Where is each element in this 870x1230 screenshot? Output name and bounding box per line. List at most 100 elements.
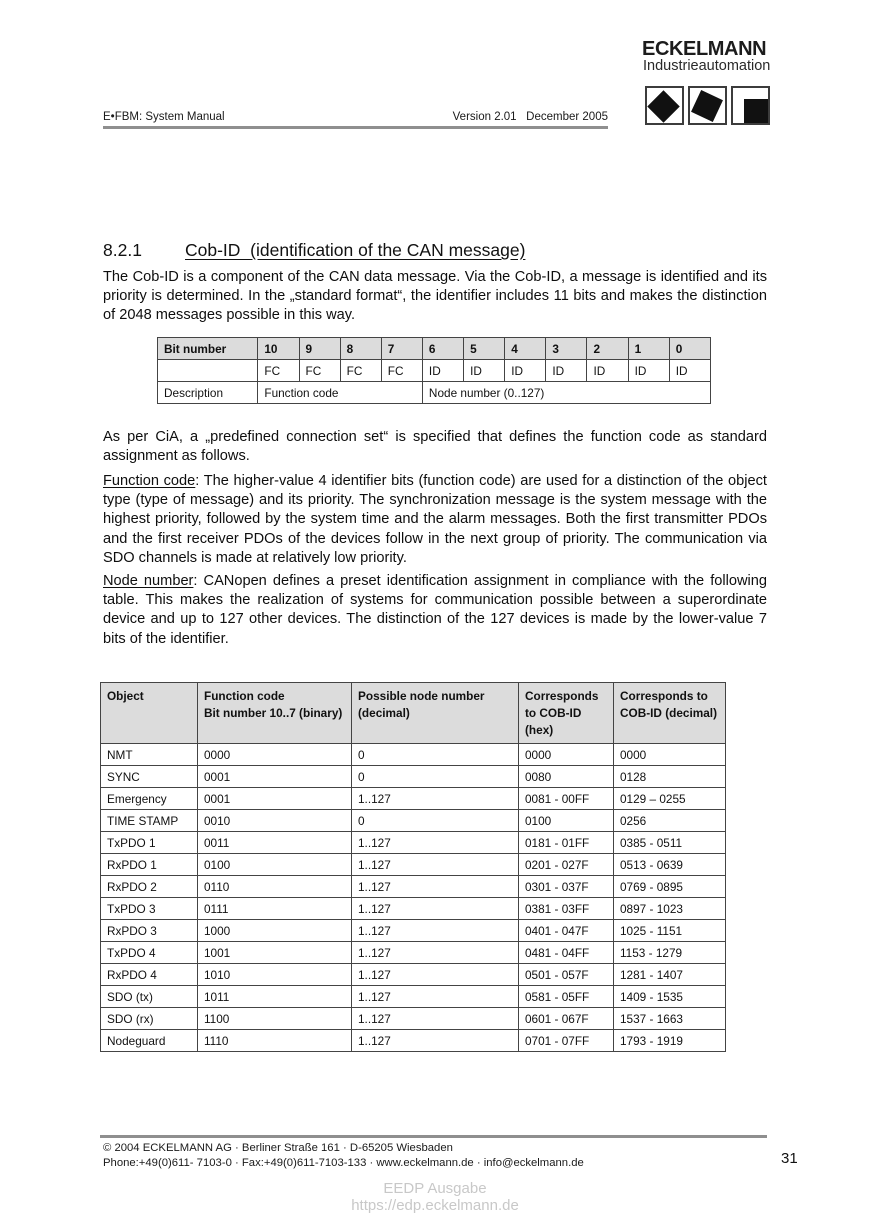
cob-data-cell: 1001 bbox=[197, 941, 352, 964]
function-code-lead: Function code bbox=[103, 473, 196, 489]
cob-data-cell: TxPDO 4 bbox=[100, 941, 198, 964]
table-row: RxPDO 1 0100 1..127 0201 - 027F 0513 - 0639 bbox=[100, 853, 726, 876]
cob-data-cell: 0385 - 0511 bbox=[613, 831, 726, 854]
cob-data-cell: RxPDO 3 bbox=[100, 919, 198, 942]
cob-data-cell: 1153 - 1279 bbox=[613, 941, 726, 964]
logo-subtitle: Industrieautomation bbox=[643, 58, 771, 74]
cob-data-cell: 0481 - 04FF bbox=[518, 941, 614, 964]
cob-data-cell: 0769 - 0895 bbox=[613, 875, 726, 898]
table-row: Nodeguard 1110 1..127 0701 - 07FF 1793 - 191… bbox=[100, 1029, 726, 1052]
cob-data-cell: 1..127 bbox=[351, 919, 519, 942]
node-number-body: : CANopen defines a preset identificatio… bbox=[103, 573, 767, 647]
cob-data-cell: SDO (rx) bbox=[100, 1007, 198, 1030]
bit-table-header-row: Bit number 10 9 8 7 6 5 4 3 2 1 0 bbox=[156, 337, 712, 360]
bit-header-cell: Bit number bbox=[156, 337, 259, 360]
cob-header-cell: Function code Bit number 10..7 (binary) bbox=[197, 682, 352, 744]
paragraph-cobid-intro: The Cob-ID is a component of the CAN dat… bbox=[103, 269, 767, 324]
cob-data-cell: 1281 - 1407 bbox=[613, 963, 726, 986]
bit-header-cell: 10 bbox=[257, 337, 300, 360]
section-heading: 8.2.1 Cob-ID (identification of the CAN … bbox=[103, 240, 525, 261]
cob-data-cell: 0 bbox=[351, 809, 519, 832]
cob-data-cell: 0 bbox=[351, 743, 519, 766]
paragraph-node-number: Node number: CANopen defines a preset id… bbox=[103, 572, 767, 649]
table-row: TxPDO 3 0111 1..127 0381 - 03FF 0897 - 1023 bbox=[100, 897, 726, 920]
cob-data-cell: 1010 bbox=[197, 963, 352, 986]
bit-fcid-cell: ID bbox=[463, 359, 506, 382]
cob-data-cell: 0501 - 057F bbox=[518, 963, 614, 986]
function-code-cell: Function code bbox=[257, 381, 423, 404]
cob-data-cell: 1409 - 1535 bbox=[613, 985, 726, 1008]
header-version-date: Version 2.01 December 2005 bbox=[452, 111, 608, 123]
bit-header-cell: 4 bbox=[504, 337, 547, 360]
cob-data-cell: 1..127 bbox=[351, 985, 519, 1008]
cob-data-cell: 0111 bbox=[197, 897, 352, 920]
cob-data-cell: 1110 bbox=[197, 1029, 352, 1052]
cob-data-cell: 1..127 bbox=[351, 853, 519, 876]
cob-data-cell: 0000 bbox=[613, 743, 726, 766]
cob-data-cell: 0100 bbox=[518, 809, 614, 832]
section-title: Cob-ID (identification of the CAN messag… bbox=[185, 240, 526, 260]
table-row: RxPDO 3 1000 1..127 0401 - 047F 1025 - 1151 bbox=[100, 919, 726, 942]
bit-fcid-cell: FC bbox=[257, 359, 300, 382]
cob-data-cell: 0129 – 0255 bbox=[613, 787, 726, 810]
bit-fcid-cell: FC bbox=[380, 359, 423, 382]
cob-data-cell: 0513 - 0639 bbox=[613, 853, 726, 876]
bit-header-cell: 0 bbox=[668, 337, 712, 360]
cob-data-cell: 0110 bbox=[197, 875, 352, 898]
cob-data-cell: 0001 bbox=[197, 765, 352, 788]
bit-header-cell: 3 bbox=[545, 337, 588, 360]
paragraph-cia: As per CiA, a „predefined connection set… bbox=[103, 429, 767, 465]
table-row: SDO (tx) 1011 1..127 0581 - 05FF 1409 - 1535 bbox=[100, 985, 726, 1008]
bit-header-cell: 7 bbox=[380, 337, 423, 360]
watermark-line2: https://edp.eckelmann.de bbox=[351, 1197, 519, 1214]
cob-data-cell: 1..127 bbox=[351, 1007, 519, 1030]
cob-data-cell: 0080 bbox=[518, 765, 614, 788]
cob-header-cell: Corresponds to COB-ID (decimal) bbox=[613, 682, 726, 744]
cob-data-cell: SDO (tx) bbox=[100, 985, 198, 1008]
bit-fcid-cell: FC bbox=[298, 359, 341, 382]
table-row: SDO (rx) 1100 1..127 0601 - 067F 1537 - 1663 bbox=[100, 1007, 726, 1030]
cob-data-cell: 0001 bbox=[197, 787, 352, 810]
cob-data-cell: 1..127 bbox=[351, 897, 519, 920]
table-row: SYNC 0001 0 0080 0128 bbox=[100, 765, 726, 788]
cob-data-cell: 0010 bbox=[197, 809, 352, 832]
running-header: E•FBM: System Manual Version 2.01 Decemb… bbox=[103, 111, 608, 129]
paragraph-function-code: Function code: The higher-value 4 identi… bbox=[103, 472, 767, 568]
bit-header-cell: 2 bbox=[586, 337, 629, 360]
footer-contact: Phone:+49(0)611- 7103-0 · Fax:+49(0)611-… bbox=[103, 1157, 584, 1169]
cob-data-cell: TIME STAMP bbox=[100, 809, 198, 832]
cob-data-cell: 1025 - 1151 bbox=[613, 919, 726, 942]
function-code-body: : The higher-value 4 identifier bits (fu… bbox=[103, 473, 767, 566]
cob-data-cell: 0 bbox=[351, 765, 519, 788]
cob-data-cell: 0301 - 037F bbox=[518, 875, 614, 898]
cob-data-cell: 0897 - 1023 bbox=[613, 897, 726, 920]
cob-data-cell: 0701 - 07FF bbox=[518, 1029, 614, 1052]
logo-square-corner-icon bbox=[731, 86, 770, 125]
cob-data-cell: 1..127 bbox=[351, 831, 519, 854]
bit-header-cell: 6 bbox=[421, 337, 465, 360]
cob-data-cell: RxPDO 2 bbox=[100, 875, 198, 898]
bit-fcid-cell: ID bbox=[586, 359, 629, 382]
bit-fcid-cell: ID bbox=[545, 359, 588, 382]
eckelmann-logo-squares bbox=[645, 86, 771, 128]
cob-header-cell: Corresponds to COB-ID (hex) bbox=[518, 682, 614, 744]
cob-data-cell: 1..127 bbox=[351, 963, 519, 986]
cob-data-cell: 1..127 bbox=[351, 941, 519, 964]
bit-table-description-row: Description Function code Node number (0..… bbox=[156, 381, 712, 404]
cob-data-cell: 0000 bbox=[197, 743, 352, 766]
bit-header-cell: 9 bbox=[298, 337, 341, 360]
cob-data-cell: 1100 bbox=[197, 1007, 352, 1030]
cob-data-cell: 0011 bbox=[197, 831, 352, 854]
cob-data-cell: 1537 - 1663 bbox=[613, 1007, 726, 1030]
cob-data-cell: RxPDO 4 bbox=[100, 963, 198, 986]
bit-number-table: Bit number 10 9 8 7 6 5 4 3 2 1 0 FC FC FC FC ID ID ID ID ID… bbox=[156, 337, 712, 404]
cob-id-table: Object Function code Bit number 10..7 (bin… bbox=[100, 682, 726, 1052]
cob-table-header-row: Object Function code Bit number 10..7 (bin… bbox=[100, 682, 726, 744]
bit-fcid-cell: ID bbox=[421, 359, 465, 382]
cob-data-cell: 1..127 bbox=[351, 875, 519, 898]
table-row: TxPDO 1 0011 1..127 0181 - 01FF 0385 - 0511 bbox=[100, 831, 726, 854]
bit-header-cell: 1 bbox=[627, 337, 670, 360]
cob-data-cell: 0601 - 067F bbox=[518, 1007, 614, 1030]
cob-header-cell: Possible node number (decimal) bbox=[351, 682, 519, 744]
